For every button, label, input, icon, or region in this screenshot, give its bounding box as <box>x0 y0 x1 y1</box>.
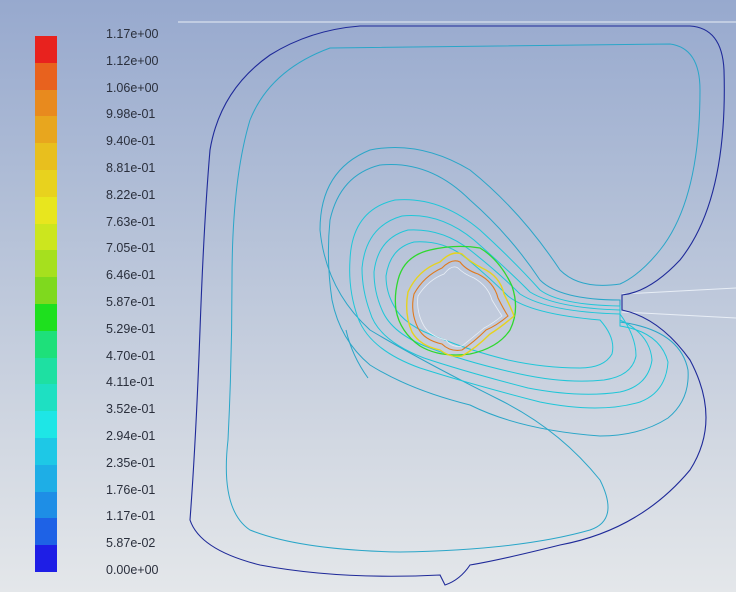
colorbar-swatch <box>35 411 57 438</box>
colorbar-swatch <box>35 116 57 144</box>
colorbar-tick-label: 5.87e-01 <box>106 295 156 309</box>
colorbar-swatch <box>35 491 57 519</box>
colorbar-tick-label: 2.35e-01 <box>106 455 156 470</box>
colorbar-tick-label: 8.22e-01 <box>106 187 156 202</box>
colorbar-swatch <box>35 330 57 358</box>
colorbar-tick-label: 1.17e-01 <box>106 509 156 524</box>
colorbar-tick-label: 1.06e+00 <box>106 80 159 95</box>
colorbar-tick-label: 2.94e-01 <box>106 429 156 443</box>
colorbar-tick-label: 7.05e-01 <box>106 241 156 256</box>
colorbar-tick-label: 1.76e-01 <box>106 482 156 497</box>
contour-level-2 <box>225 43 701 553</box>
colorbar-tick-label: 5.87e-02 <box>106 536 156 551</box>
contour-level-4 <box>349 199 669 409</box>
contour-fragment <box>345 329 369 379</box>
colorbar-tick-label: 9.98e-01 <box>106 107 156 122</box>
colorbar-swatch <box>35 250 57 278</box>
colorbar-swatch <box>35 518 57 546</box>
colorbar-swatch <box>35 357 57 385</box>
colorbar-swatch <box>35 62 57 90</box>
colorbar-labels: 1.17e+00 1.12e+00 1.06e+00 9.98e-01 9.40e-01… <box>106 27 186 587</box>
colorbar-swatch <box>35 223 57 251</box>
contour-level-5 <box>361 215 653 395</box>
colorbar-tick-label: 7.63e-01 <box>106 214 156 229</box>
inlet-line-upper <box>621 287 736 295</box>
colorbar-tick-label: 5.29e-01 <box>106 321 156 336</box>
colorbar-swatch <box>35 89 57 117</box>
contour-level-orange <box>412 260 509 351</box>
contour-level-3 <box>327 163 689 437</box>
colorbar-swatch <box>35 169 57 197</box>
inlet-line-lower <box>621 311 736 319</box>
colorbar-tick-label: 8.81e-01 <box>106 161 156 175</box>
colorbar-swatch <box>35 303 57 331</box>
colorbar-tick-label: 0.00e+00 <box>106 563 159 577</box>
colorbar-swatch <box>35 384 57 412</box>
colorbar-tick-label: 1.17e+00 <box>106 27 159 41</box>
contour-level-6 <box>373 229 637 382</box>
colorbar-swatch <box>35 437 57 465</box>
contour-level-7 <box>385 241 614 369</box>
contour-level-yellow <box>405 252 515 358</box>
contour-level-outer <box>189 25 725 586</box>
contour-level-green <box>394 245 517 356</box>
central-body-wall <box>417 266 503 347</box>
colorbar-tick-label: 4.70e-01 <box>106 348 156 363</box>
colorbar-tick-label: 3.52e-01 <box>106 402 156 417</box>
colorbar-tick-label: 4.11e-01 <box>106 375 155 390</box>
colorbar <box>35 36 57 572</box>
colorbar-tick-label: 1.12e+00 <box>106 53 159 68</box>
colorbar-tick-label: 6.46e-01 <box>106 268 156 283</box>
colorbar-swatch <box>35 196 57 224</box>
colorbar-swatch <box>35 143 57 170</box>
colorbar-swatch <box>35 36 57 63</box>
colorbar-tick-label: 9.40e-01 <box>106 134 156 149</box>
colorbar-swatch <box>35 545 57 572</box>
colorbar-swatch <box>35 464 57 492</box>
colorbar-swatch <box>35 277 57 304</box>
